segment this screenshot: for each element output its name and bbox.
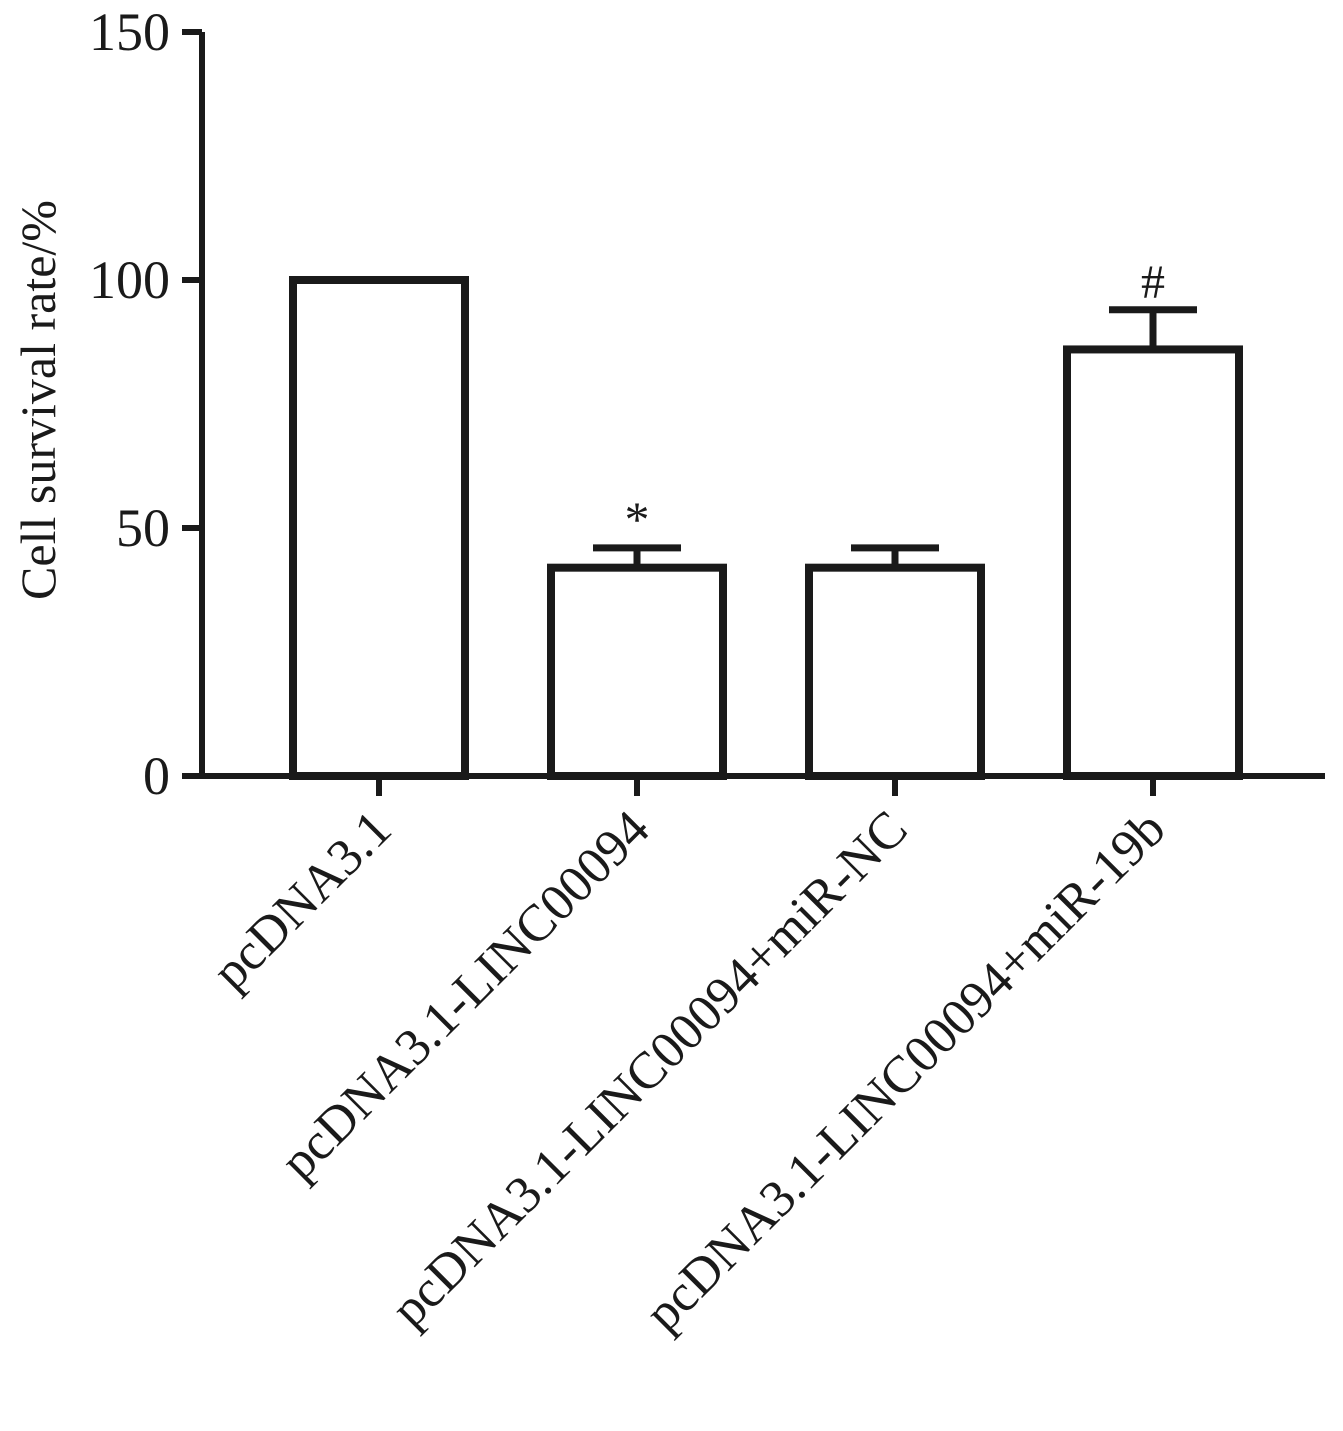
y-ticks-layer: 0 50 100 150 bbox=[89, 2, 202, 806]
x-tick-label: pcDNA3.1-LINC00094+miR-19b bbox=[634, 800, 1176, 1342]
significance-marker: * bbox=[625, 491, 650, 547]
x-tick-label: pcDNA3.1-LINC00094+miR-NC bbox=[380, 800, 918, 1338]
y-tick-label: 150 bbox=[89, 2, 170, 62]
x-ticks-layer: pcDNA3.1pcDNA3.1-LINC00094pcDNA3.1-LINC0… bbox=[202, 776, 1176, 1342]
annotations-layer: *# bbox=[625, 256, 1166, 547]
significance-marker: # bbox=[1141, 256, 1165, 309]
axes-layer bbox=[199, 32, 1325, 779]
error-bars-layer bbox=[593, 306, 1197, 568]
bar bbox=[805, 563, 985, 780]
y-tick-label: 100 bbox=[89, 250, 170, 310]
x-tick-label: pcDNA3.1 bbox=[202, 800, 403, 1001]
bar bbox=[547, 563, 727, 780]
bar bbox=[289, 276, 469, 780]
y-tick-label: 0 bbox=[143, 746, 170, 806]
bar bbox=[1063, 345, 1243, 780]
y-tick-label: 50 bbox=[116, 498, 170, 558]
bars-layer bbox=[289, 276, 1243, 780]
y-axis-title: Cell survival rate/% bbox=[10, 200, 66, 600]
